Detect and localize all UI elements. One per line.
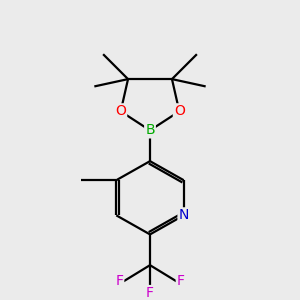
Text: O: O <box>174 104 185 118</box>
Text: F: F <box>177 274 185 288</box>
Text: B: B <box>145 123 155 137</box>
Text: F: F <box>115 274 123 288</box>
Text: N: N <box>178 208 189 222</box>
Text: O: O <box>115 104 126 118</box>
Text: F: F <box>146 286 154 300</box>
